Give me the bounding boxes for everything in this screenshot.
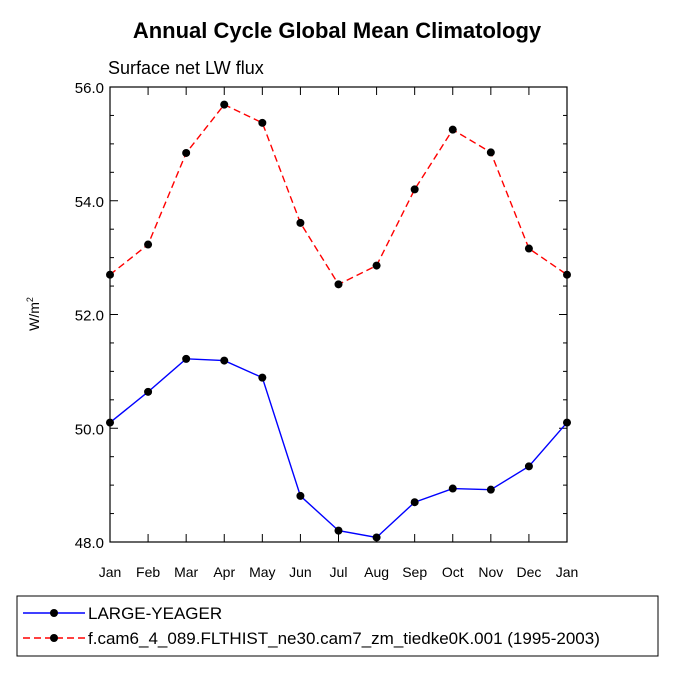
series-2-point (296, 218, 305, 227)
series-1-point (486, 485, 495, 494)
legend-label-2: f.cam6_4_089.FLTHIST_ne30.cam7_zm_tiedke… (88, 629, 600, 648)
series-1-point (258, 373, 267, 382)
series-line-1 (109, 358, 568, 539)
series-1-point (410, 498, 419, 507)
x-tick-label: Jul (330, 564, 348, 580)
chart-title: Annual Cycle Global Mean Climatology (133, 18, 542, 43)
series-2-point (106, 270, 114, 279)
x-tick-label: Dec (516, 564, 541, 580)
series-2-point (486, 148, 495, 157)
series-1-point (220, 356, 229, 365)
x-tick-label: Feb (136, 564, 160, 580)
series-layer (106, 100, 571, 542)
legend-marker-1 (50, 609, 58, 617)
series-1-point (296, 491, 305, 500)
series-2-point (144, 240, 153, 249)
series-1-point (524, 462, 533, 471)
series-2-point (410, 185, 419, 194)
series-line-2 (109, 103, 568, 286)
y-tick-label: 48.0 (75, 535, 104, 552)
series-1-point (106, 418, 114, 427)
x-tick-label: Aug (364, 564, 389, 580)
x-tick-label: Oct (442, 564, 464, 580)
series-1-point (563, 418, 571, 427)
series-2-point (220, 100, 229, 109)
x-tick-label: Jan (99, 564, 122, 580)
series-2-point (563, 270, 571, 279)
x-tick-label: May (249, 564, 275, 580)
series-1-point (144, 387, 153, 396)
y-tick-label: 54.0 (75, 194, 104, 211)
series-2-point (448, 125, 457, 134)
x-tick-label: Sep (402, 564, 427, 580)
y-axis-label: W/m2 (25, 297, 42, 331)
x-tick-label: Nov (478, 564, 503, 580)
series-1-point (182, 354, 191, 363)
legend-marker-2 (50, 634, 58, 642)
series-2-point (334, 280, 343, 289)
series-2-point (182, 148, 191, 157)
y-axis-label-superscript: 2 (25, 297, 35, 302)
y-axis-label-base: W/m (26, 302, 42, 331)
series-1-point (448, 484, 457, 493)
y-tick-label: 52.0 (75, 308, 104, 325)
series-2-point (524, 244, 533, 253)
series-2-point (258, 118, 267, 127)
legend: LARGE-YEAGER f.cam6_4_089.FLTHIST_ne30.ca… (23, 604, 600, 648)
x-axis: Jan Feb Mar Apr May Jun Jul Aug Sep Oct Nov Dec Jan (99, 87, 579, 580)
x-tick-label: Mar (174, 564, 198, 580)
series-1-point (372, 533, 381, 542)
y-tick-label: 56.0 (75, 80, 104, 97)
x-tick-label: Apr (213, 564, 235, 580)
plot-frame (109, 86, 568, 543)
x-tick-label: Jun (289, 564, 312, 580)
y-tick-label: 50.0 (75, 421, 104, 438)
legend-label-1: LARGE-YEAGER (88, 604, 222, 623)
y-axis: 48.0 50.0 52.0 54.0 56.0 (75, 80, 567, 552)
series-1-point (334, 526, 343, 535)
legend-box (16, 595, 659, 657)
chart-subtitle: Surface net LW flux (108, 58, 264, 78)
series-2-point (372, 261, 381, 270)
x-tick-label: Jan (556, 564, 579, 580)
